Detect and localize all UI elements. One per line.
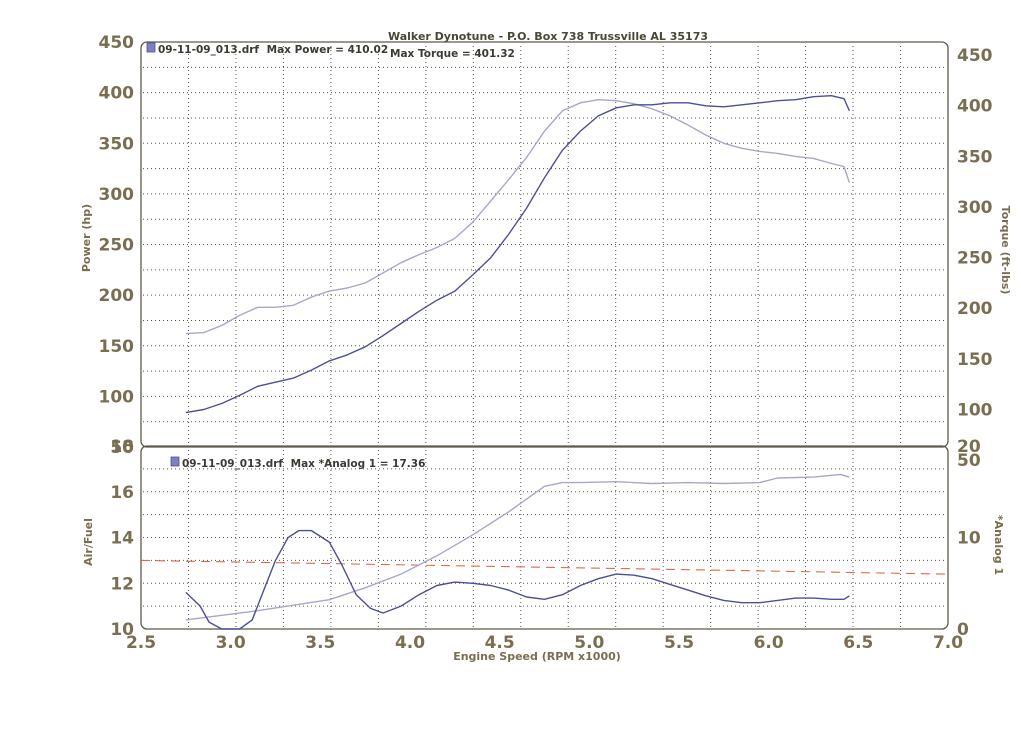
bottom-y-tick-label: 16: [110, 483, 134, 503]
bottom-y-tick-label: 14: [110, 529, 134, 549]
top-y2-tick-label: 150: [957, 350, 993, 370]
top-y2-tick-label: 300: [957, 198, 993, 218]
top-y2-tick-label: 50: [957, 451, 981, 471]
analog1-line: [185, 473, 850, 621]
bottom-y2-tick-label: 10: [957, 529, 981, 549]
top-y2-tick-label: 250: [957, 249, 993, 269]
bottom-plot-frame: [140, 445, 949, 630]
bottom-y-tick-label: 10: [110, 620, 134, 640]
top-y2-axis-label: Torque (ft-lbs): [999, 206, 1012, 295]
x-tick-label: 5.0: [574, 633, 604, 653]
top-y2-tick-label: 350: [957, 147, 993, 167]
bottom-series: [140, 473, 949, 630]
top-y-tick-label: 150: [99, 337, 135, 357]
top-y-tick-label: 300: [99, 185, 135, 205]
bottom-y-tick-label: 18: [110, 437, 134, 457]
analog-legend-file: 09-11-09_013.drf: [182, 458, 283, 470]
x-tick-label: 5.5: [664, 633, 694, 653]
top-y-tick-label: 400: [99, 84, 135, 104]
x-tick-label: 6.0: [754, 633, 784, 653]
torque-legend: Max Torque = 401.32: [390, 48, 515, 60]
x-tick-label: 2.5: [126, 633, 156, 653]
x-ticks: 2.5 3.0 3.5 4.0 4.5 5.0 5.5 6.0 6.5 7.0: [126, 633, 963, 653]
x-axis-label: Engine Speed (RPM x1000): [453, 650, 621, 663]
top-series: [185, 95, 851, 414]
bottom-grid: [143, 450, 946, 627]
top-y2-tick-label: 450: [957, 46, 993, 66]
power-legend-value: Max Power = 410.02: [267, 44, 389, 56]
top-y-tick-label: 250: [99, 236, 135, 256]
power-line: [185, 95, 851, 414]
reference-dashed-line: [140, 559, 949, 575]
top-y-tick-label: 200: [99, 286, 135, 306]
chart-title: Walker Dynotune - P.O. Box 738 Trussvill…: [388, 30, 708, 43]
x-tick-label: 4.5: [485, 633, 515, 653]
power-torque-panel: 50 100 150 200 250 300 350 400 450 50 100 150 200 25…: [80, 30, 1012, 471]
power-legend: 09-11-09_013.drf Max Power = 410.02: [158, 44, 388, 56]
bottom-y2-tick-label: 0: [957, 620, 969, 640]
top-y-ticks: 50 100 150 200 250 300 350 400 450: [99, 33, 135, 458]
bottom-y-axis-label: Air/Fuel: [82, 518, 95, 566]
bottom-y2-axis-label: *Analog 1: [992, 515, 1005, 575]
torque-line: [185, 99, 851, 335]
top-plot-frame: [140, 41, 949, 448]
top-y-tick-label: 350: [99, 134, 135, 154]
analog-legend: 09-11-09_013.drf Max *Analog 1 = 17.36: [182, 458, 425, 470]
top-y-tick-label: 450: [99, 33, 135, 53]
analog-legend-swatch: [170, 456, 180, 467]
air-fuel-panel: 10 12 14 16 18 0 10 20 2.5 3.0 3.5 4.0 4.5 5.0 5.5 6.…: [82, 437, 1005, 663]
top-y-ticks-right: 50 100 150 200 250 300 350 400 450: [957, 46, 993, 471]
top-grid: [143, 46, 946, 445]
x-tick-label: 7.0: [933, 633, 963, 653]
analog-legend-value: Max *Analog 1 = 17.36: [291, 458, 426, 470]
power-legend-swatch: [146, 42, 156, 53]
top-y-tick-label: 50: [110, 438, 134, 458]
air-fuel-line: [185, 529, 850, 630]
bottom-y2-tick-label: 20: [957, 437, 981, 457]
bottom-y-ticks-right: 0 10 20: [957, 437, 981, 640]
top-y2-tick-label: 100: [957, 400, 993, 420]
top-y2-tick-label: 200: [957, 299, 993, 319]
x-tick-label: 3.5: [305, 633, 335, 653]
top-y-axis-label: Power (hp): [80, 204, 93, 272]
top-y2-tick-label: 400: [957, 97, 993, 117]
x-tick-label: 3.0: [216, 633, 246, 653]
x-tick-label: 4.0: [395, 633, 425, 653]
bottom-y-tick-label: 12: [110, 574, 134, 594]
top-y-tick-label: 100: [99, 387, 135, 407]
bottom-y-ticks: 10 12 14 16 18: [110, 437, 134, 640]
x-tick-label: 6.5: [843, 633, 873, 653]
power-legend-file: 09-11-09_013.drf: [158, 44, 259, 56]
